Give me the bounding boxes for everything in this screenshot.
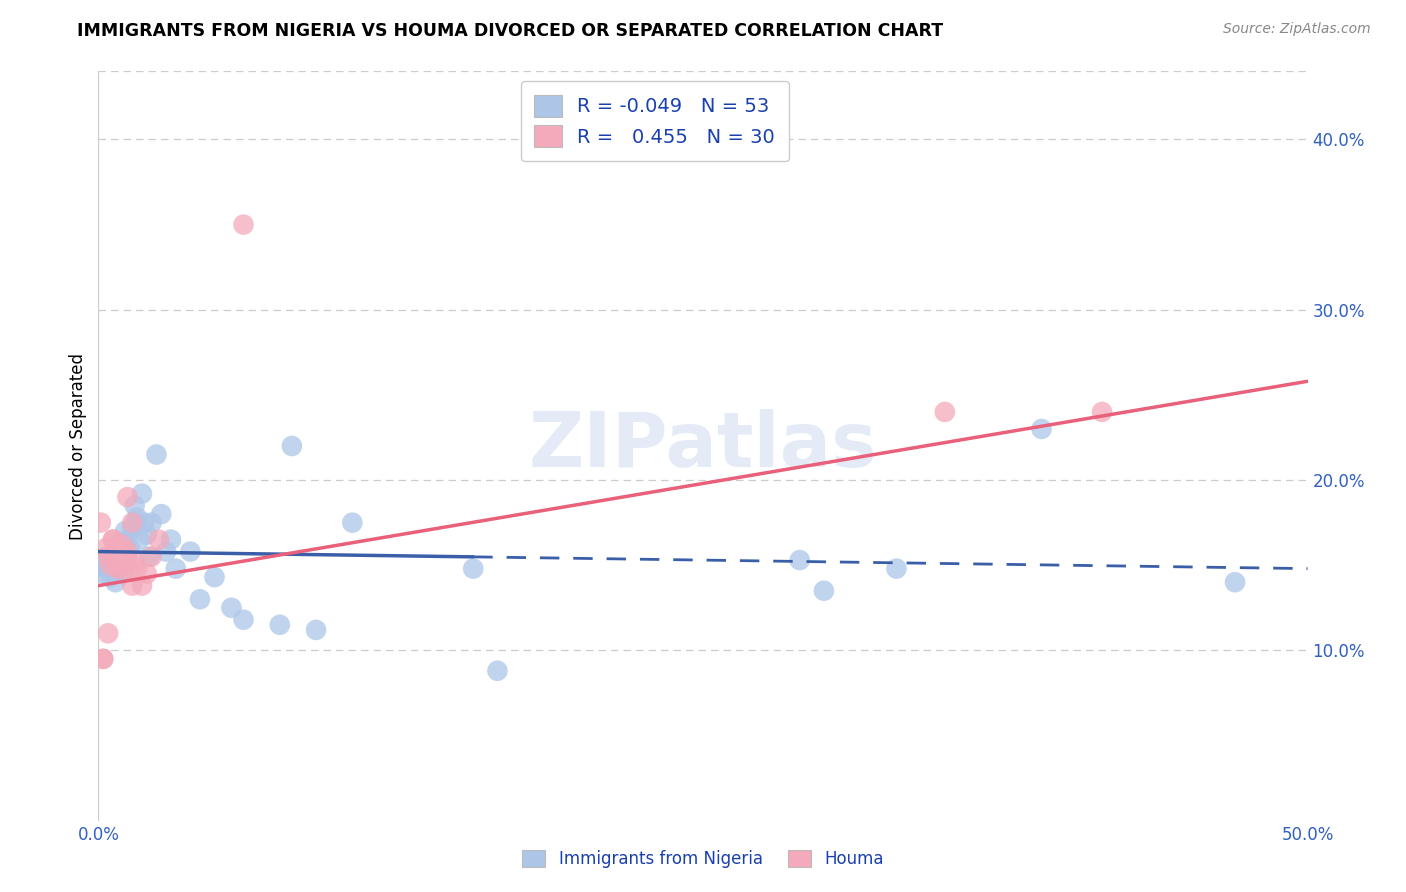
Point [108, 536, 131, 550]
Point [179, 544, 201, 558]
Point [128, 533, 150, 547]
Text: IMMIGRANTS FROM NIGERIA VS HOUMA DIVORCED OR SEPARATED CORRELATION CHART: IMMIGRANTS FROM NIGERIA VS HOUMA DIVORCE… [77, 22, 943, 40]
Point [111, 558, 134, 573]
Point [107, 555, 129, 569]
Point [221, 600, 243, 615]
Point [118, 541, 141, 556]
Point [121, 579, 143, 593]
Point [97, 626, 120, 640]
Point [813, 583, 835, 598]
Point [107, 544, 129, 558]
Point [281, 439, 304, 453]
Point [104, 575, 127, 590]
Point [204, 570, 226, 584]
Point [94, 549, 117, 564]
Point [97, 563, 120, 577]
Point [463, 561, 485, 575]
Point [91, 558, 114, 573]
Point [114, 524, 136, 538]
Point [121, 521, 143, 535]
Point [117, 549, 139, 564]
Y-axis label: Divorced or Separated: Divorced or Separated [69, 352, 87, 540]
Point [124, 555, 146, 569]
Text: Source: ZipAtlas.com: Source: ZipAtlas.com [1223, 22, 1371, 37]
Point [1031, 422, 1053, 436]
Point [91, 566, 114, 581]
Point [117, 533, 139, 547]
Point [141, 549, 163, 564]
Point [342, 516, 364, 530]
Point [101, 533, 124, 547]
Point [155, 544, 177, 558]
Point [111, 566, 134, 581]
Point [134, 516, 156, 530]
Point [124, 516, 146, 530]
Point [94, 541, 117, 556]
Legend: Immigrants from Nigeria, Houma: Immigrants from Nigeria, Houma [516, 843, 890, 875]
Point [135, 527, 157, 541]
Point [117, 490, 139, 504]
Point [131, 486, 153, 500]
Point [160, 533, 183, 547]
Point [135, 566, 157, 581]
Point [1091, 405, 1114, 419]
Point [232, 613, 254, 627]
Point [111, 538, 134, 552]
Point [107, 561, 129, 575]
Point [269, 617, 291, 632]
Point [150, 507, 173, 521]
Point [90, 553, 112, 567]
Point [97, 555, 120, 569]
Point [1223, 575, 1246, 590]
Point [121, 516, 143, 530]
Point [789, 553, 811, 567]
Point [114, 549, 136, 564]
Point [94, 561, 117, 575]
Point [107, 561, 129, 575]
Point [131, 579, 153, 593]
Point [148, 533, 170, 547]
Point [90, 516, 112, 530]
Point [100, 570, 122, 584]
Point [117, 544, 139, 558]
Point [127, 561, 149, 575]
Text: ZIPatlas: ZIPatlas [529, 409, 877, 483]
Point [91, 652, 114, 666]
Point [486, 664, 509, 678]
Point [91, 652, 114, 666]
Point [886, 561, 908, 575]
Point [101, 561, 124, 575]
Point [127, 510, 149, 524]
Point [100, 558, 122, 573]
Point [305, 623, 328, 637]
Point [111, 544, 134, 558]
Point [232, 218, 254, 232]
Point [100, 558, 122, 573]
Point [165, 561, 187, 575]
Point [138, 549, 160, 564]
Point [97, 549, 120, 564]
Point [145, 448, 167, 462]
Point [124, 499, 146, 513]
Point [101, 549, 124, 564]
Point [101, 533, 124, 547]
Point [118, 561, 141, 575]
Legend: R = -0.049   N = 53, R =   0.455   N = 30: R = -0.049 N = 53, R = 0.455 N = 30 [520, 81, 789, 161]
Point [934, 405, 956, 419]
Point [188, 592, 211, 607]
Point [108, 561, 131, 575]
Point [104, 541, 127, 556]
Point [141, 516, 163, 530]
Point [104, 555, 127, 569]
